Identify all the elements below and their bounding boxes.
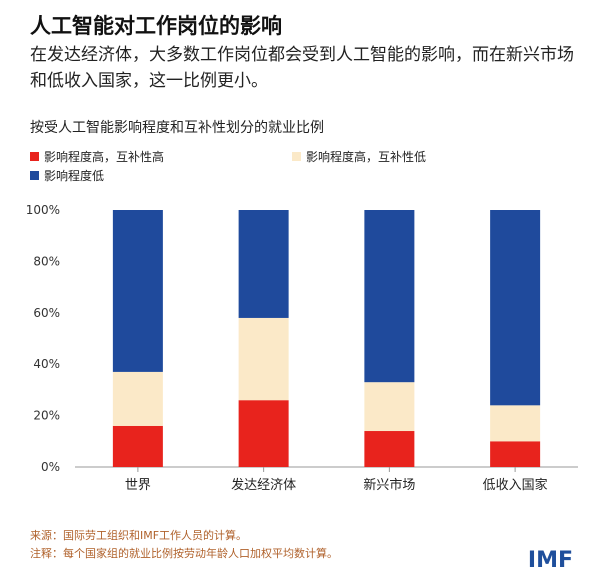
y-tick-label: 20% bbox=[33, 409, 60, 423]
bar-segment bbox=[490, 441, 541, 467]
stacked-bar-chart: 0% 20% 40% 60% 80% 100% 世界 发达经济体 新兴市场 低收入国家 bbox=[26, 203, 578, 493]
legend-swatch bbox=[30, 171, 39, 180]
bar-segment bbox=[112, 425, 163, 467]
y-tick-label: 40% bbox=[33, 357, 60, 371]
legend-label: 影响程度高，互补性低 bbox=[306, 150, 427, 164]
chart-title: 人工智能对工作岗位的影响 bbox=[30, 14, 282, 38]
bar-segment bbox=[490, 210, 541, 406]
legend: 影响程度高，互补性高 影响程度高，互补性低 影响程度低 bbox=[30, 148, 570, 188]
y-tick-label: 0% bbox=[41, 460, 60, 474]
source-note: 来源：国际劳工组织和IMF工作人员的计算。 bbox=[30, 529, 248, 542]
y-tick-label: 100% bbox=[26, 203, 60, 217]
bar-segment bbox=[364, 382, 415, 432]
x-tick-label: 新兴市场 bbox=[363, 477, 415, 493]
bar-segment bbox=[112, 210, 163, 372]
bar-segment bbox=[364, 210, 415, 383]
legend-item-high-low: 影响程度高，互补性低 bbox=[292, 148, 426, 165]
x-tick-label: 发达经济体 bbox=[231, 477, 296, 493]
bar-segment bbox=[238, 317, 289, 401]
bar-segment bbox=[364, 431, 415, 467]
legend-swatch bbox=[30, 152, 39, 161]
chart-heading: 按受人工智能影响程度和互补性划分的就业比例 bbox=[30, 120, 324, 136]
bar-segment bbox=[112, 371, 163, 426]
bar-segment bbox=[238, 400, 289, 467]
legend-item-high-high: 影响程度高，互补性高 bbox=[30, 148, 164, 165]
footer: 来源：国际劳工组织和IMF工作人员的计算。 注释：每个国家组的就业比例按劳动年龄… bbox=[30, 527, 338, 563]
y-tick-label: 60% bbox=[33, 306, 60, 320]
legend-label: 影响程度高，互补性高 bbox=[44, 150, 165, 164]
imf-logo: IMF bbox=[527, 548, 573, 573]
footnote: 注释：每个国家组的就业比例按劳动年龄人口加权平均数计算。 bbox=[30, 547, 338, 560]
legend-label: 影响程度低 bbox=[44, 169, 105, 183]
legend-swatch bbox=[292, 152, 301, 161]
legend-item-low: 影响程度低 bbox=[30, 167, 104, 184]
bar-segment bbox=[490, 405, 541, 442]
chart-subtitle: 在发达经济体，大多数工作岗位都会受到人工智能的影响，而在新兴市场和低收入国家，这… bbox=[30, 45, 574, 91]
x-tick-label: 世界 bbox=[125, 478, 151, 493]
bar-segment bbox=[238, 210, 289, 318]
y-tick-label: 80% bbox=[33, 254, 60, 268]
x-tick-label: 低收入国家 bbox=[483, 477, 548, 493]
